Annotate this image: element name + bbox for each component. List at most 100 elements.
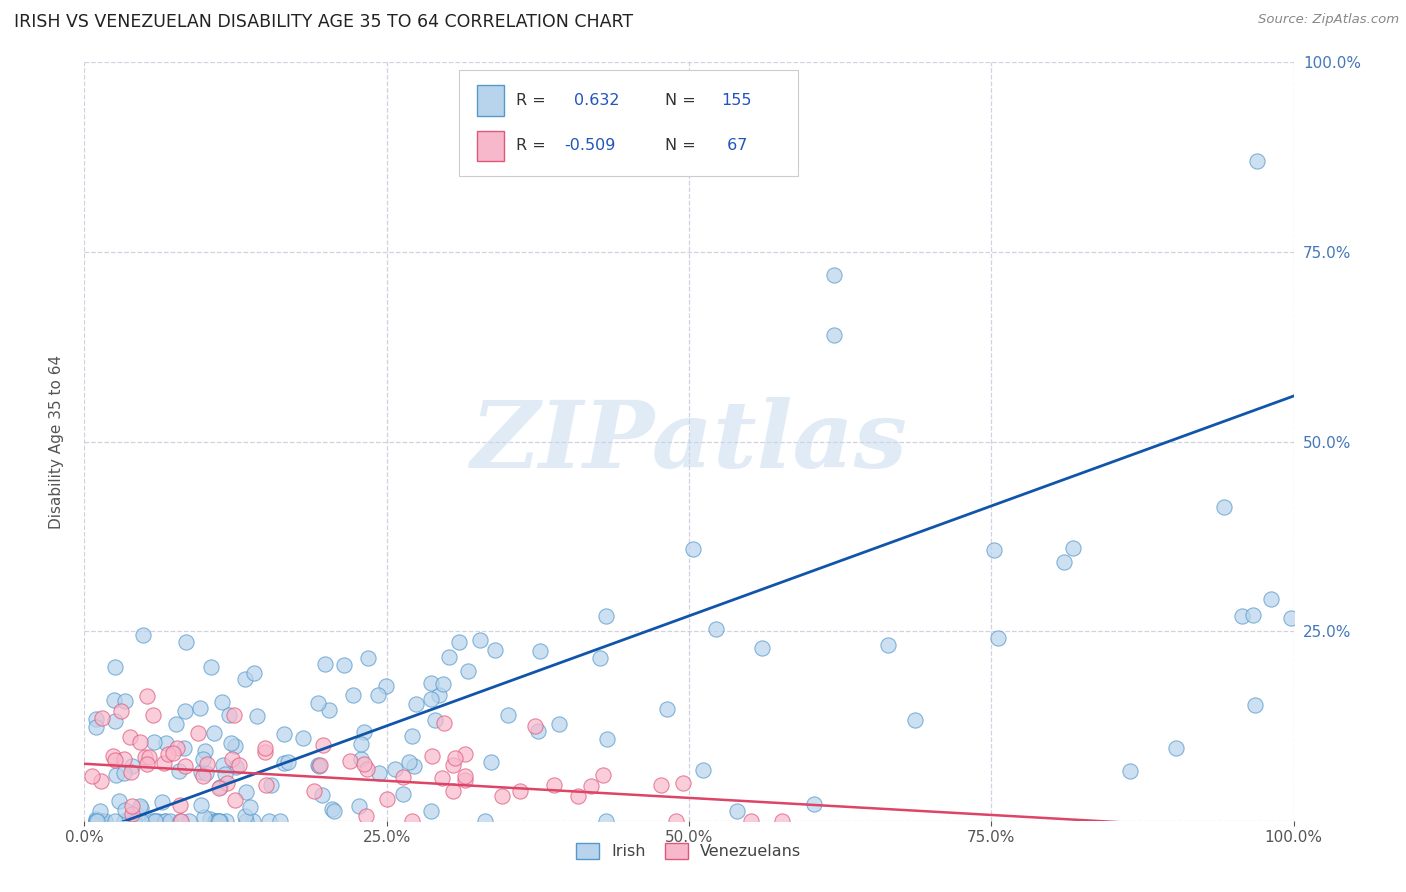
Point [169, 814, 191, 828]
FancyBboxPatch shape [478, 85, 503, 116]
Point [595, 814, 617, 828]
Point [128, 799, 150, 814]
Point [308, 758, 330, 772]
Point [307, 757, 329, 772]
Point [86, 814, 108, 828]
Point [204, 814, 226, 828]
Point [401, 814, 423, 828]
Point [103, 693, 125, 707]
Point [353, 757, 375, 772]
Point [190, 798, 212, 813]
Point [1119, 764, 1142, 778]
Point [212, 758, 235, 772]
Point [204, 814, 226, 828]
Point [543, 778, 565, 792]
Point [589, 651, 612, 665]
Point [135, 690, 157, 704]
Point [86, 814, 108, 828]
Point [449, 634, 471, 648]
Point [354, 809, 377, 823]
Point [770, 814, 793, 828]
Point [141, 814, 163, 828]
Point [208, 814, 231, 828]
Point [114, 752, 136, 766]
Point [228, 758, 250, 772]
Text: 67: 67 [721, 138, 747, 153]
Point [101, 749, 124, 764]
Point [321, 802, 343, 816]
Point [208, 814, 231, 828]
Point [1260, 592, 1282, 607]
Point [803, 797, 825, 811]
Text: -0.509: -0.509 [564, 138, 616, 153]
Point [437, 649, 460, 664]
Point [233, 809, 256, 823]
Point [86, 814, 108, 828]
Point [457, 664, 479, 678]
Text: R =: R = [516, 138, 546, 153]
Point [105, 768, 128, 782]
Point [596, 731, 619, 746]
Point [682, 542, 704, 557]
Point [225, 760, 247, 774]
Point [273, 727, 295, 741]
Point [332, 658, 354, 673]
Point [143, 814, 166, 828]
Point [342, 688, 364, 702]
Point [259, 778, 281, 792]
Point [138, 749, 160, 764]
Point [422, 749, 444, 764]
Point [224, 739, 246, 753]
Point [427, 689, 450, 703]
Point [454, 773, 477, 788]
Point [704, 622, 727, 636]
Point [292, 731, 315, 745]
Point [339, 754, 361, 768]
Point [470, 633, 492, 648]
Point [987, 631, 1010, 645]
Point [441, 757, 464, 772]
Point [129, 735, 152, 749]
Point [377, 792, 399, 806]
Point [311, 788, 333, 802]
Point [392, 787, 415, 801]
Point [131, 801, 153, 815]
Point [136, 756, 159, 771]
Point [401, 729, 423, 743]
Point [432, 676, 454, 690]
Point [367, 688, 389, 702]
Point [86, 814, 108, 828]
Point [194, 744, 217, 758]
Point [202, 726, 225, 740]
Point [665, 814, 688, 828]
FancyBboxPatch shape [478, 130, 503, 161]
Point [208, 780, 231, 795]
Point [235, 814, 257, 828]
Point [214, 767, 236, 781]
Point [148, 814, 170, 828]
Point [368, 765, 391, 780]
Point [219, 736, 242, 750]
Point [121, 807, 143, 822]
Point [491, 789, 513, 803]
Point [159, 814, 181, 828]
Point [1053, 555, 1076, 569]
Point [453, 747, 475, 761]
Point [349, 798, 371, 813]
Point [356, 762, 378, 776]
Point [242, 814, 264, 828]
Point [323, 805, 346, 819]
Point [392, 770, 415, 784]
Point [131, 628, 153, 642]
Point [173, 741, 195, 756]
Point [474, 814, 496, 828]
Point [1213, 500, 1236, 514]
Point [200, 660, 222, 674]
Point [174, 635, 197, 649]
Point [307, 696, 329, 710]
Text: 155: 155 [721, 93, 752, 108]
Point [162, 747, 184, 761]
Point [166, 740, 188, 755]
Point [375, 679, 398, 693]
Point [527, 723, 550, 738]
